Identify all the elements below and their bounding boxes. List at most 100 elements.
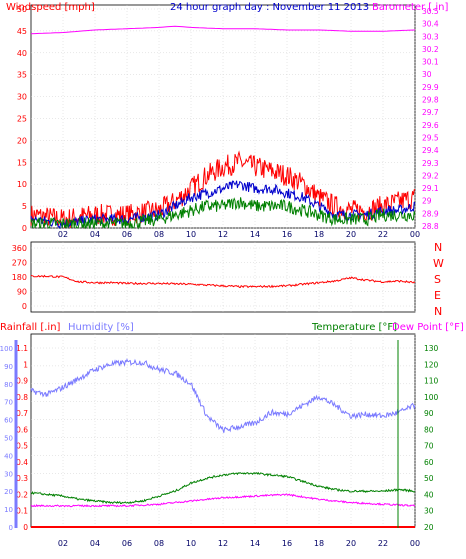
wind-x-tick-label: 18 (314, 230, 324, 239)
barometer-tick-label: 29.4 (422, 146, 439, 155)
rain-tick-label: 0.9 (16, 377, 28, 386)
wind-tick-label: 50 (17, 5, 27, 14)
direction-tick-label: 360 (12, 244, 27, 253)
wind-x-tick-label: 06 (122, 230, 132, 239)
temp-tick-label: 120 (424, 360, 439, 369)
humidity-tick-label: 0 (9, 524, 13, 532)
wind-x-tick-label: 00 (410, 230, 420, 239)
temp-tick-label: 40 (424, 490, 434, 499)
wind-tick-label: 40 (17, 49, 27, 58)
temp-x-tick-label: 18 (314, 539, 324, 548)
temp-x-tick-label: 06 (122, 539, 132, 548)
chart-title: 24 hour graph day : November 11 2013 (170, 2, 369, 13)
wind-x-tick-label: 04 (90, 230, 100, 239)
humidity-tick-label: 90 (4, 363, 13, 371)
direction-letter-n-top: N (434, 241, 442, 254)
barometer-tick-label: 30.4 (422, 20, 439, 29)
direction-tick-label: 0 (22, 302, 27, 311)
humidity-tick-label: 10 (4, 506, 13, 514)
temperature-axis-label: Temperature [°F] (311, 322, 397, 333)
temp-tick-label: 100 (424, 393, 439, 402)
rainfall-axis-label: Rainfall [.in] (0, 322, 61, 333)
humidity-tick-label: 20 (4, 488, 13, 496)
barometer-tick-label: 30.5 (422, 7, 439, 16)
temp-tick-label: 80 (424, 425, 434, 434)
temp-x-tick-label: 04 (90, 539, 100, 548)
barometer-tick-label: 30 (422, 70, 432, 79)
humidity-axis-label: Humidity [%] (68, 322, 134, 333)
temp-tick-label: 70 (424, 442, 434, 451)
wind-direction-line (30, 274, 416, 289)
barometer-tick-label: 29.1 (422, 184, 439, 193)
wind-x-tick-label: 20 (346, 230, 356, 239)
windspeed-line (30, 150, 416, 229)
barometer-tick-label: 29.7 (422, 108, 439, 117)
temp-x-tick-label: 02 (58, 539, 68, 548)
rain-tick-label: 0.3 (16, 474, 28, 483)
humidity-tick-label: 80 (4, 381, 13, 389)
barometer-line (30, 25, 416, 35)
tick-labels: 0510152025303540455028.828.92929.129.229… (0, 5, 439, 548)
humidity-tick-label: 30 (4, 470, 13, 478)
temp-x-tick-label: 12 (218, 539, 228, 548)
barometer-tick-label: 29 (422, 197, 432, 206)
humidity-tick-label: 60 (4, 417, 13, 425)
rain-tick-label: 0 (23, 523, 28, 532)
grid-lines (31, 5, 416, 528)
direction-letter-s: S (434, 273, 441, 286)
wind-x-tick-label: 14 (250, 230, 260, 239)
rain-tick-label: 0.2 (16, 490, 28, 499)
temp-tick-label: 60 (424, 458, 434, 467)
temperature-line (31, 471, 416, 505)
wind-tick-label: 20 (17, 136, 27, 145)
wind-x-tick-label: 08 (154, 230, 164, 239)
barometer-tick-label: 29.3 (422, 159, 439, 168)
temp-tick-label: 30 (424, 507, 434, 516)
temp-x-tick-label: 10 (186, 539, 196, 548)
wind-tick-label: 25 (17, 115, 27, 124)
direction-letter-w: W (433, 257, 444, 270)
temp-x-tick-label: 20 (346, 539, 356, 548)
barometer-tick-label: 29.9 (422, 83, 439, 92)
temp-x-tick-label: 14 (250, 539, 260, 548)
temp-x-tick-label: 00 (410, 539, 420, 548)
series-lines (30, 25, 416, 528)
barometer-tick-label: 28.9 (422, 209, 439, 218)
wind-x-tick-label: 02 (58, 230, 68, 239)
temp-tick-label: 110 (424, 377, 439, 386)
temp-x-tick-label: 08 (154, 539, 164, 548)
wind-x-tick-label: 16 (282, 230, 292, 239)
temp-tick-label: 50 (424, 474, 434, 483)
temp-tick-label: 20 (424, 523, 434, 532)
rain-tick-label: 0.5 (16, 442, 28, 451)
barometer-axis-label: Barometer [.in] (372, 2, 448, 13)
wind-x-tick-label: 12 (218, 230, 228, 239)
dewpoint-line (30, 493, 416, 508)
dewpoint-axis-label: Dew Point [°F] (392, 322, 464, 333)
humidity-tick-label: 100 (0, 345, 13, 353)
wind-tick-label: 15 (17, 158, 27, 167)
humidity-tick-label: 50 (4, 435, 13, 443)
temp-tick-label: 90 (424, 409, 434, 418)
humidity-tick-label: 70 (4, 399, 13, 407)
wind-tick-label: 30 (17, 93, 27, 102)
wind-x-tick-label: 22 (378, 230, 388, 239)
rain-tick-label: 0.1 (16, 507, 28, 516)
rain-tick-label: 1 (23, 360, 28, 369)
wind-x-tick-label: 10 (186, 230, 196, 239)
wind-tick-label: 5 (22, 202, 27, 211)
barometer-tick-label: 30.1 (422, 58, 439, 67)
average-wind-line (30, 197, 416, 230)
direction-tick-label: 270 (12, 259, 27, 268)
rain-tick-label: 0.7 (16, 409, 28, 418)
direction-letter-n-bottom: N (434, 305, 442, 318)
humidity-line (30, 358, 416, 433)
wind-tick-label: 45 (17, 27, 27, 36)
barometer-tick-label: 28.8 (422, 222, 439, 231)
temp-x-tick-label: 16 (282, 539, 292, 548)
rain-tick-label: 0.6 (16, 425, 28, 434)
direction-tick-label: 180 (12, 273, 27, 282)
rain-tick-label: 1.1 (16, 344, 28, 353)
